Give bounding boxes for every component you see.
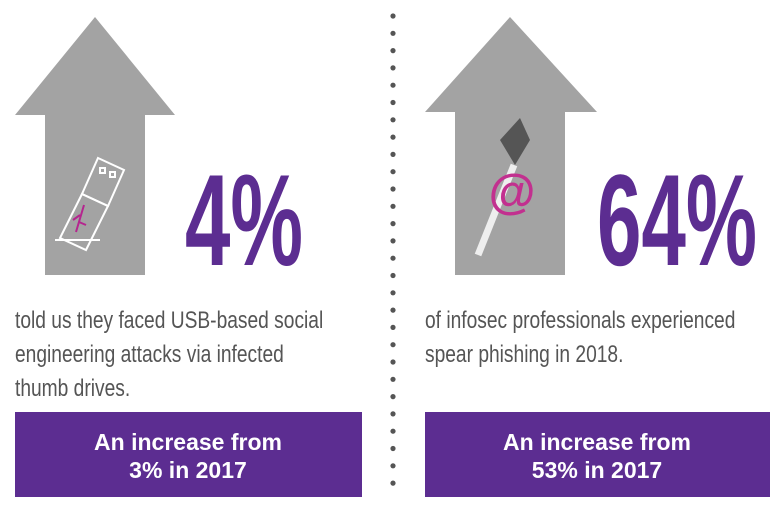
divider-dot xyxy=(390,394,396,400)
divider-dot xyxy=(390,359,396,365)
divider-dot xyxy=(390,255,396,261)
callout-box xyxy=(15,412,362,497)
divider-dot xyxy=(390,151,396,157)
divider-dot xyxy=(390,203,396,209)
callout: 53% in 2017 xyxy=(532,457,662,483)
divider-dot xyxy=(390,169,396,175)
divider xyxy=(390,13,396,486)
divider-dot xyxy=(390,134,396,140)
divider-dot xyxy=(390,480,396,486)
callout: 3% in 2017 xyxy=(129,457,247,483)
divider-dot xyxy=(390,82,396,88)
usb-icon xyxy=(55,156,126,252)
phishing-icon: @ xyxy=(474,118,536,257)
description: spear phishing in 2018. xyxy=(425,340,623,368)
divider-dot xyxy=(390,307,396,313)
callout: An increase from xyxy=(503,429,691,455)
divider-dot xyxy=(390,445,396,452)
divider-dot xyxy=(390,376,396,382)
usb-symbol xyxy=(72,204,87,233)
divider-dot xyxy=(390,13,396,19)
divider-dot xyxy=(390,463,396,469)
divider-dot xyxy=(390,65,396,71)
description: thumb drives. xyxy=(15,374,130,402)
divider-dot xyxy=(390,99,396,106)
description: told us they faced USB-based social xyxy=(15,306,323,334)
divider-dot xyxy=(390,428,396,434)
callout: An increase from xyxy=(94,429,282,455)
divider-dot xyxy=(390,290,396,296)
divider-dot xyxy=(390,221,396,227)
description: engineering attacks via infected xyxy=(15,340,284,368)
divider-dot xyxy=(390,324,396,330)
arrow xyxy=(15,17,175,275)
divider-dot xyxy=(390,48,396,54)
divider-dot xyxy=(390,411,396,417)
divider-dot xyxy=(390,272,396,279)
divider-dot xyxy=(390,342,396,348)
svg-text:@: @ xyxy=(489,166,536,219)
callout-box xyxy=(425,412,770,497)
stat: 64% xyxy=(597,147,757,293)
description: of infosec professionals experienced xyxy=(425,306,735,334)
divider-dot xyxy=(390,30,396,36)
divider-dot xyxy=(390,117,396,123)
divider-dot xyxy=(390,238,396,244)
stat: 4% xyxy=(185,147,303,293)
divider-dot xyxy=(390,186,396,192)
